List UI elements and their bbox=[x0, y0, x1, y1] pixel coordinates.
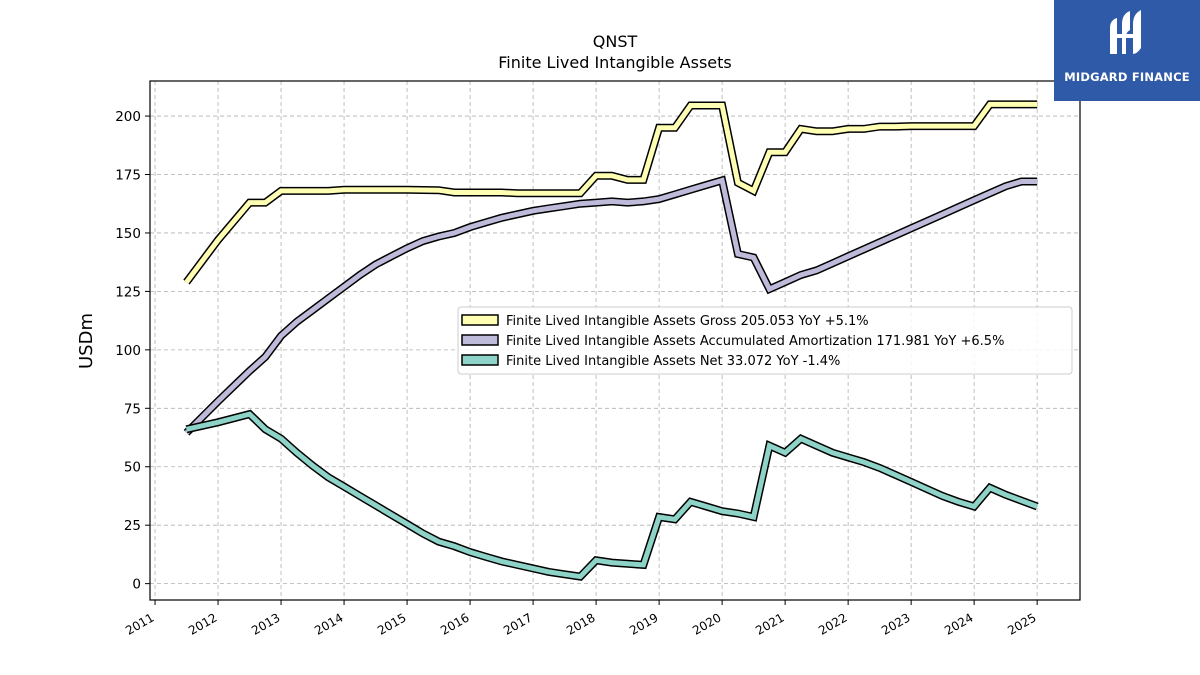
y-tick-label: 175 bbox=[115, 168, 141, 184]
x-tick-label: 2019 bbox=[627, 610, 660, 637]
series-3-outline bbox=[185, 409, 1039, 581]
series-2-line bbox=[184, 177, 1038, 435]
x-tick-label: 2023 bbox=[879, 610, 912, 637]
x-tick-label: 2013 bbox=[249, 610, 282, 637]
y-tick-label: 25 bbox=[124, 518, 141, 534]
x-tick-label: 2024 bbox=[942, 610, 975, 637]
y-tick-label: 100 bbox=[115, 343, 141, 359]
y-tick-label: 125 bbox=[115, 284, 141, 300]
series-1-line bbox=[184, 101, 1038, 284]
legend-label-3: Finite Lived Intangible Assets Net 33.07… bbox=[506, 354, 840, 369]
logo-text: MIDGARD FINANCE bbox=[1064, 70, 1190, 84]
legend-swatch-1 bbox=[461, 314, 499, 326]
x-tick-label: 2020 bbox=[690, 610, 723, 637]
brand-logo: MIDGARD FINANCE bbox=[1054, 0, 1200, 101]
x-tick-label: 2014 bbox=[312, 610, 345, 637]
legend-box bbox=[457, 306, 1073, 375]
x-tick-label: 2011 bbox=[123, 610, 156, 637]
legend-swatch-2 bbox=[461, 334, 499, 346]
chart-subtitle: Finite Lived Intangible Assets bbox=[498, 53, 731, 72]
series-3-line bbox=[185, 411, 1039, 580]
chart-title: QNST bbox=[593, 32, 638, 51]
x-tick-label: 2016 bbox=[438, 610, 471, 637]
stylized-h-icon bbox=[1110, 10, 1141, 54]
x-tick-label: 2015 bbox=[375, 610, 408, 637]
x-tick-label: 2025 bbox=[1005, 610, 1038, 637]
series-layer bbox=[183, 100, 1039, 581]
y-tick-label: 200 bbox=[115, 109, 141, 125]
x-tick-label: 2018 bbox=[564, 610, 597, 637]
legend-swatch-3 bbox=[461, 354, 499, 366]
y-axis-label: USDm bbox=[76, 313, 97, 369]
plot-frame bbox=[149, 80, 1081, 601]
legend: Finite Lived Intangible Assets Gross 205… bbox=[457, 306, 1073, 375]
y-tick-label: 50 bbox=[124, 460, 141, 476]
legend-label-2: Finite Lived Intangible Assets Accumulat… bbox=[506, 334, 1004, 349]
x-tick-label: 2012 bbox=[186, 610, 219, 637]
y-tick-label: 75 bbox=[124, 401, 141, 417]
x-tick-label: 2017 bbox=[501, 610, 534, 637]
y-tick-label: 0 bbox=[132, 577, 141, 593]
legend-label-1: Finite Lived Intangible Assets Gross 205… bbox=[506, 314, 869, 329]
y-tick-label: 150 bbox=[115, 226, 141, 242]
x-tick-label: 2021 bbox=[753, 610, 786, 637]
x-tick-label: 2022 bbox=[816, 610, 849, 637]
